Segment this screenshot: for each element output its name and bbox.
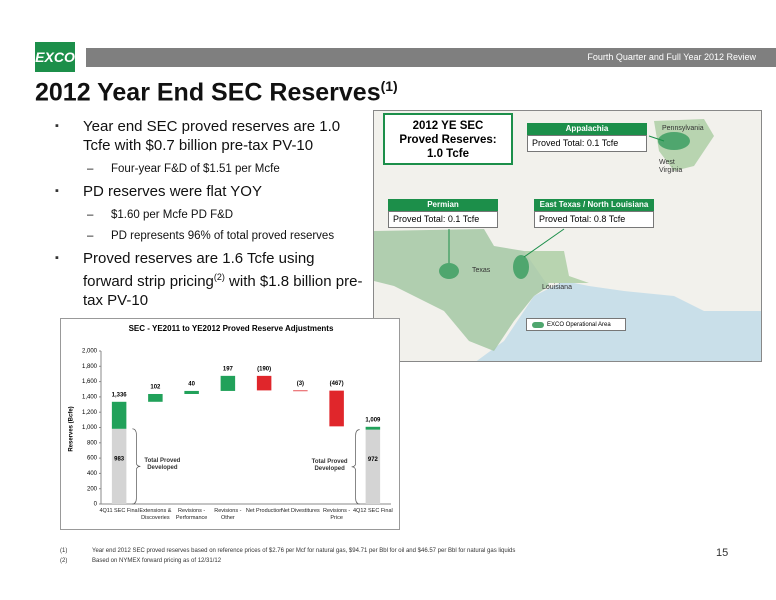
page-number: 15: [716, 547, 729, 559]
bar: [148, 393, 163, 402]
slide-title: 2012 Year End SEC Reserves(1): [35, 78, 398, 107]
texas: [374, 229, 549, 351]
bar: [256, 375, 272, 391]
logo: EXCO: [35, 42, 75, 72]
map-legend: EXCO Operational Area: [526, 318, 626, 331]
bracket: [351, 429, 360, 505]
value-label: 1,336: [112, 392, 128, 398]
summary-box: 2012 YE SEC Proved Reserves: 1.0 Tcfe: [383, 113, 513, 165]
permian-area: [439, 263, 459, 279]
bullet-text: Year end SEC proved reserves are 1.0 Tcf…: [83, 118, 341, 154]
x-tick-label: Revisions - Price: [323, 508, 351, 521]
y-tick-label: 200: [87, 486, 98, 492]
bar: [329, 390, 344, 427]
title-note: (1): [380, 78, 398, 94]
map: 2012 YE SEC Proved Reserves: 1.0 Tcfe Ap…: [373, 110, 762, 362]
place: Louisiana: [542, 284, 572, 291]
value-label: (3): [297, 381, 304, 387]
map-shapes: [374, 111, 761, 361]
bar: [111, 401, 127, 429]
bullet-text: Proved reserves are 1.6 Tcfe using forwa…: [83, 250, 315, 290]
bullets: Year end SEC proved reserves are 1.0 Tcf…: [55, 117, 365, 316]
value-label: 1,009: [365, 417, 381, 423]
bar: [184, 390, 199, 394]
region-name: East Texas / North Louisiana: [534, 199, 654, 211]
bar: [220, 375, 236, 391]
value-label: 102: [150, 385, 161, 391]
x-tick-label: Revisions - Other: [214, 508, 242, 521]
leader: [523, 228, 565, 258]
summary-line: 1.0 Tcfe: [427, 148, 469, 160]
sub-bullet: $1.60 per Mcfe PD F&D: [55, 207, 365, 223]
y-tick-label: 0: [94, 502, 98, 508]
annotation: Total Proved Developed: [144, 458, 181, 472]
x-tick-label: Net Divestitures: [280, 508, 320, 514]
region-name: Permian: [388, 199, 498, 211]
y-tick-label: 1,200: [82, 410, 98, 416]
value-label: (190): [257, 366, 271, 372]
app-area: [658, 132, 690, 150]
region-name: Appalachia: [527, 123, 647, 135]
y-tick-label: 1,800: [82, 364, 98, 370]
title-text: 2012 Year End SEC Reserves: [35, 78, 381, 107]
sub-bullet: Four-year F&D of $1.51 per Mcfe: [55, 161, 365, 177]
value-label: 40: [188, 382, 195, 388]
region-total: Proved Total: 0.1 Tcfe: [527, 135, 647, 152]
bullet: PD reserves were flat YOY: [55, 182, 365, 201]
etnl-area: [513, 255, 529, 279]
developed-label: 983: [114, 456, 125, 462]
legend-text: EXCO Operational Area: [547, 322, 611, 328]
bar: [293, 390, 308, 392]
x-tick-label: Extensions & Discoveries: [139, 508, 172, 521]
bar: [365, 426, 381, 430]
region-total: Proved Total: 0.8 Tcfe: [534, 211, 654, 228]
developed-bar: [111, 428, 127, 504]
developed-label: 972: [368, 457, 379, 463]
bullet-text: (2): [213, 272, 225, 282]
chart-box: SEC - YE2011 to YE2012 Proved Reserve Ad…: [60, 318, 400, 530]
x-tick-label: 4Q12 SEC Final: [353, 508, 393, 514]
y-tick-label: 800: [87, 440, 98, 446]
louisiana: [524, 251, 589, 283]
value-label: 197: [223, 366, 234, 372]
legend-swatch: [532, 322, 544, 328]
header-band: Fourth Quarter and Full Year 2012 Review: [86, 48, 776, 67]
x-tick-label: 4Q11 SEC Final: [99, 508, 139, 514]
bullet-text: with $1.8 billion pre-tax PV-10: [83, 273, 363, 309]
y-tick-label: 1,400: [82, 394, 98, 400]
summary-line: Proved Reserves:: [399, 134, 497, 146]
chart-title: SEC - YE2011 to YE2012 Proved Reserve Ad…: [129, 324, 334, 333]
y-tick-label: 600: [87, 456, 98, 462]
sub-bullet: PD represents 96% of total proved reserv…: [55, 228, 365, 244]
place: Pennsylvania: [662, 125, 704, 132]
place: Texas: [472, 267, 491, 274]
bracket: [132, 428, 141, 505]
chart: SEC - YE2011 to YE2012 Proved Reserve Ad…: [69, 324, 391, 508]
footnote-mark: (1): [60, 548, 68, 554]
y-tick-label: 1,600: [82, 379, 98, 385]
y-tick-label: 2,000: [82, 349, 98, 355]
leader: [648, 135, 665, 142]
bullet: Proved reserves are 1.6 Tcfe using forwa…: [55, 249, 365, 310]
x-tick-label: Revisions - Performance: [175, 508, 208, 521]
developed-bar: [365, 429, 381, 504]
y-axis-title: Reserves (Bcfe): [69, 406, 75, 451]
place: West Virginia: [659, 159, 683, 174]
y-tick-label: 1,000: [82, 425, 98, 431]
footnote: Based on NYMEX forward pricing as of 12/…: [92, 558, 222, 564]
footnote-mark: (2): [60, 558, 68, 564]
bullet: Year end SEC proved reserves are 1.0 Tcf…: [55, 117, 365, 155]
bullet-text: PD reserves were flat YOY: [83, 183, 262, 200]
y-tick-label: 400: [87, 471, 98, 477]
x-tick-label: Net Production: [245, 508, 283, 514]
region-total: Proved Total: 0.1 Tcfe: [388, 211, 498, 228]
footnote: Year end 2012 SEC proved reserves based …: [92, 548, 516, 554]
summary-line: 2012 YE SEC: [412, 120, 484, 132]
annotation: Total Proved Developed: [311, 458, 348, 472]
value-label: (467): [330, 381, 344, 387]
